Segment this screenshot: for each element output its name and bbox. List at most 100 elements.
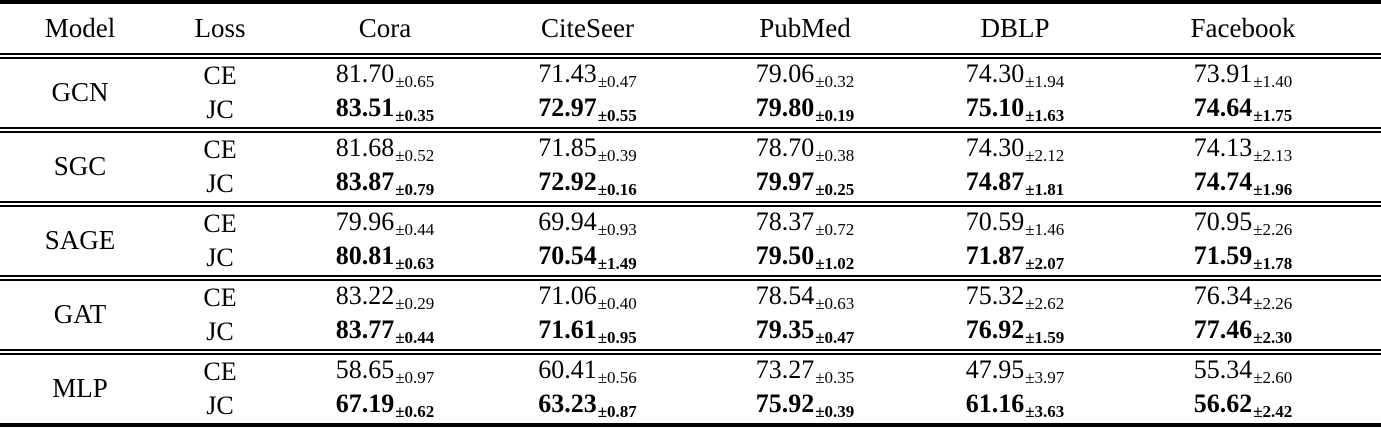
metric-mean: 71.61 xyxy=(538,315,597,345)
metric-mean: 74.13 xyxy=(1193,133,1253,163)
metric-value: 58.65±0.97 xyxy=(280,352,490,389)
metric-mean: 60.41 xyxy=(538,355,597,385)
metric-std: ±1.81 xyxy=(1025,180,1065,200)
metric-std: ±1.75 xyxy=(1253,106,1293,126)
loss-label: JC xyxy=(206,242,234,272)
metric-value: 72.97±0.55 xyxy=(490,93,685,130)
model-name: GAT xyxy=(53,299,107,330)
metric-std: ±0.95 xyxy=(597,328,637,348)
column-header-facebook: Facebook xyxy=(1190,13,1296,43)
loss-label: JC xyxy=(206,168,234,198)
metric-value: 77.46±2.30 xyxy=(1105,315,1381,352)
metric-value: 70.59±1.46 xyxy=(925,204,1105,241)
column-header-dblp: DBLP xyxy=(980,13,1050,43)
metric-std: ±2.07 xyxy=(1025,254,1065,274)
metric-value: 71.43±0.47 xyxy=(490,56,685,93)
metric-value: 81.68±0.52 xyxy=(280,130,490,167)
metric-mean: 71.85 xyxy=(538,133,597,163)
metric-value: 71.59±1.78 xyxy=(1105,241,1381,278)
metric-std: ±2.12 xyxy=(1025,146,1065,166)
metric-std: ±0.63 xyxy=(395,254,435,274)
metric-std: ±0.72 xyxy=(815,220,855,240)
metric-std: ±0.47 xyxy=(597,72,637,92)
loss-label: CE xyxy=(203,356,237,386)
metric-std: ±0.39 xyxy=(597,146,637,166)
metric-value: 80.81±0.63 xyxy=(280,241,490,278)
model-group-mlp: MLP CE 58.65±0.97 60.41±0.56 73.27±0.35 47.95… xyxy=(0,352,1381,425)
metric-value: 79.96±0.44 xyxy=(280,204,490,241)
metric-value: 69.94±0.93 xyxy=(490,204,685,241)
table-row: JC 83.51±0.35 72.97±0.55 79.80±0.19 75.10±1.… xyxy=(0,93,1381,130)
metric-mean: 71.59 xyxy=(1193,241,1253,271)
metric-std: ±0.97 xyxy=(395,368,435,388)
loss-label: CE xyxy=(203,60,237,90)
metric-mean: 83.77 xyxy=(335,315,395,345)
table-row: GAT CE 83.22±0.29 71.06±0.40 78.54±0.63 75.32… xyxy=(0,278,1381,329)
metric-value: 70.95±2.26 xyxy=(1105,204,1381,241)
metric-std: ±3.63 xyxy=(1025,402,1065,422)
metric-std: ±0.35 xyxy=(395,106,435,126)
metric-mean: 76.92 xyxy=(965,315,1025,345)
metric-std: ±1.96 xyxy=(1253,180,1293,200)
metric-std: ±0.39 xyxy=(815,402,855,422)
metric-mean: 78.70 xyxy=(755,133,815,163)
metric-std: ±0.19 xyxy=(815,106,855,126)
metric-mean: 70.59 xyxy=(965,207,1025,237)
loss-label: CE xyxy=(203,208,237,238)
table-header-row: Model Loss Cora CiteSeer PubMed DBLP Fac… xyxy=(0,2,1381,56)
column-header-cora: Cora xyxy=(358,13,412,43)
metric-std: ±2.26 xyxy=(1253,294,1293,314)
metric-value: 71.06±0.40 xyxy=(490,278,685,315)
metric-mean: 63.23 xyxy=(538,389,597,419)
loss-label: CE xyxy=(203,134,237,164)
metric-mean: 81.68 xyxy=(335,133,395,163)
metric-value: 83.77±0.44 xyxy=(280,315,490,352)
metric-value: 47.95±3.97 xyxy=(925,352,1105,389)
metric-std: ±0.25 xyxy=(815,180,855,200)
metric-value: 75.32±2.62 xyxy=(925,278,1105,315)
metric-value: 75.92±0.39 xyxy=(685,389,925,425)
metric-mean: 70.95 xyxy=(1193,207,1253,237)
metric-value: 63.23±0.87 xyxy=(490,389,685,425)
metric-value: 79.35±0.47 xyxy=(685,315,925,352)
metric-mean: 73.27 xyxy=(755,355,815,385)
metric-mean: 77.46 xyxy=(1193,315,1253,345)
table-row: MLP CE 58.65±0.97 60.41±0.56 73.27±0.35 47.95… xyxy=(0,352,1381,403)
metric-value: 78.37±0.72 xyxy=(685,204,925,241)
metric-value: 72.92±0.16 xyxy=(490,167,685,204)
column-header-pubmed: PubMed xyxy=(759,13,851,43)
metric-value: 74.13±2.13 xyxy=(1105,130,1381,167)
metric-mean: 79.96 xyxy=(335,207,395,237)
metric-std: ±0.62 xyxy=(395,402,435,422)
metric-mean: 79.06 xyxy=(755,59,815,89)
metric-value: 79.06±0.32 xyxy=(685,56,925,93)
metric-std: ±0.38 xyxy=(815,146,855,166)
model-name: MLP xyxy=(52,373,108,404)
metric-mean: 56.62 xyxy=(1193,389,1253,419)
metric-mean: 74.30 xyxy=(965,59,1025,89)
metric-std: ±0.93 xyxy=(597,220,637,240)
metric-mean: 69.94 xyxy=(538,207,597,237)
metric-mean: 71.87 xyxy=(965,241,1025,271)
metric-std: ±0.44 xyxy=(395,220,435,240)
metric-mean: 71.43 xyxy=(538,59,597,89)
table-row: SGC CE 81.68±0.52 71.85±0.39 78.70±0.38 74.30… xyxy=(0,130,1381,181)
loss-label: JC xyxy=(206,94,234,124)
metric-value: 74.30±1.94 xyxy=(925,56,1105,93)
metric-mean: 74.64 xyxy=(1193,93,1253,123)
metric-mean: 83.87 xyxy=(335,167,395,197)
metric-std: ±1.63 xyxy=(1025,106,1065,126)
metric-mean: 78.37 xyxy=(755,207,815,237)
metric-mean: 74.30 xyxy=(965,133,1025,163)
metric-mean: 74.87 xyxy=(965,167,1025,197)
metric-mean: 72.97 xyxy=(538,93,597,123)
metric-std: ±1.78 xyxy=(1253,254,1293,274)
model-group-gat: GAT CE 83.22±0.29 71.06±0.40 78.54±0.63 75.32… xyxy=(0,278,1381,352)
metric-std: ±1.49 xyxy=(597,254,637,274)
metric-value: 79.97±0.25 xyxy=(685,167,925,204)
metric-mean: 55.34 xyxy=(1193,355,1253,385)
model-group-sage: SAGE CE 79.96±0.44 69.94±0.93 78.37±0.72 70.5… xyxy=(0,204,1381,278)
metric-mean: 79.97 xyxy=(755,167,815,197)
metric-mean: 75.10 xyxy=(965,93,1025,123)
